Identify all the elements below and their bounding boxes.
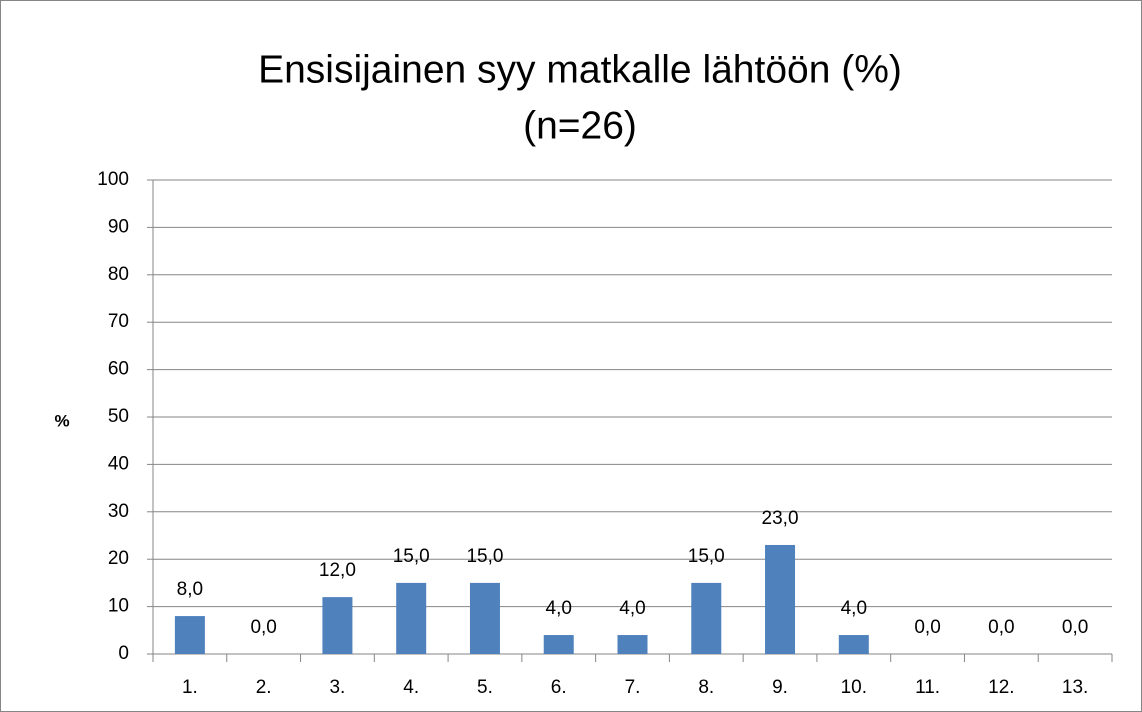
x-tick-label: 2.: [256, 677, 272, 698]
y-tick-label: 90: [108, 216, 129, 237]
bar: [543, 635, 574, 654]
x-tick-label: 13.: [1062, 677, 1088, 698]
y-tick-label: 10: [108, 596, 129, 617]
y-axis-label: %: [54, 411, 69, 430]
data-label: 23,0: [762, 508, 799, 529]
data-label: 0,0: [250, 617, 276, 638]
x-tick-label: 1.: [182, 677, 198, 698]
data-label: 12,0: [319, 560, 356, 581]
bar: [174, 616, 205, 654]
y-tick-label: 80: [108, 264, 129, 285]
data-label: 0,0: [914, 617, 940, 638]
bar: [322, 597, 353, 654]
x-tick-label: 9.: [772, 677, 788, 698]
data-label: 4,0: [619, 598, 645, 619]
data-label: 15,0: [688, 546, 725, 567]
data-label: 0,0: [988, 617, 1014, 638]
x-tick-label: 3.: [329, 677, 345, 698]
bar: [617, 635, 648, 654]
y-tick-label: 60: [108, 359, 129, 380]
y-tick-label: 30: [108, 501, 129, 522]
x-tick-label: 7.: [625, 677, 641, 698]
x-tick-label: 5.: [477, 677, 493, 698]
x-tick-label: 11.: [915, 677, 940, 698]
data-label: 8,0: [177, 579, 203, 600]
chart-title: Ensisijainen syy matkalle lähtöön (%): [258, 48, 902, 91]
x-tick-label: 8.: [698, 677, 714, 698]
y-tick-label: 20: [108, 548, 129, 569]
y-tick-label: 70: [108, 311, 129, 332]
bar: [765, 544, 796, 654]
x-tick-label: 6.: [551, 677, 567, 698]
x-tick-label: 12.: [988, 677, 1014, 698]
y-tick-label: 0: [118, 643, 129, 664]
y-tick-label: 100: [97, 169, 129, 190]
bar: [838, 635, 869, 654]
data-label: 15,0: [466, 546, 503, 567]
bar: [396, 582, 427, 654]
y-tick-label: 50: [108, 406, 129, 427]
y-tick-label: 40: [108, 453, 129, 474]
data-label: 0,0: [1062, 617, 1088, 638]
x-tick-label: 4.: [403, 677, 419, 698]
bar: [469, 582, 500, 654]
chart-subtitle: (n=26): [523, 104, 637, 147]
bar: [691, 582, 722, 654]
data-label: 4,0: [546, 598, 572, 619]
x-tick-label: 10.: [841, 677, 867, 698]
data-label: 4,0: [841, 598, 867, 619]
data-label: 15,0: [393, 546, 430, 567]
